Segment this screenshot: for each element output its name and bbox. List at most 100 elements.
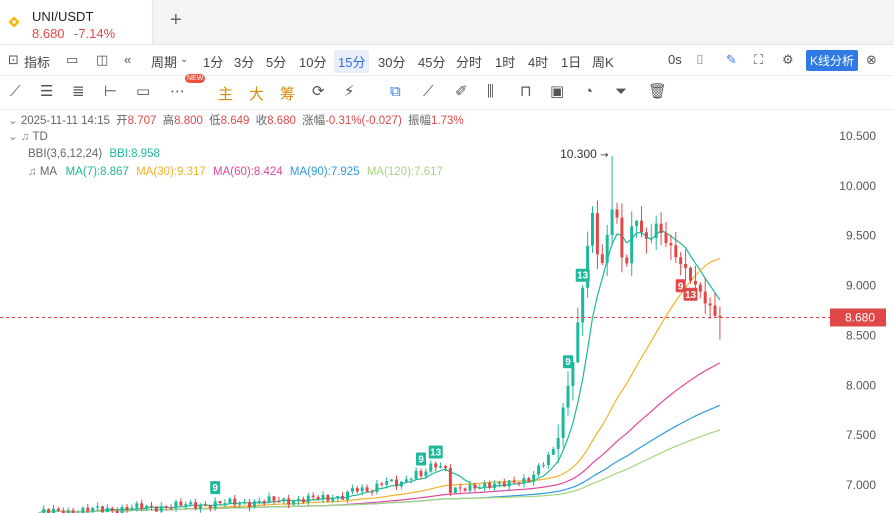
candle-body — [365, 487, 369, 492]
interval-5m[interactable]: 5分 — [266, 55, 287, 70]
candle-body — [282, 498, 286, 502]
big-order-button[interactable]: 大 — [249, 86, 265, 103]
chip-button[interactable]: 筹 — [280, 86, 296, 103]
candle-body — [42, 509, 46, 513]
kline-analysis-button[interactable]: K线分析 — [806, 50, 859, 71]
ma60-value: MA(60):8.424 — [213, 166, 283, 178]
candle-body — [360, 487, 364, 492]
candle-body — [693, 280, 697, 285]
candle-body — [47, 509, 51, 513]
candle-body — [502, 482, 506, 487]
y-tick-label: 9.500 — [846, 229, 876, 243]
candle-body — [698, 284, 702, 292]
ma-label: MA — [39, 166, 57, 178]
more-icon[interactable]: ⋯ — [170, 83, 185, 100]
candle-body — [169, 507, 173, 509]
chevron-down-icon[interactable]: ⌄ — [180, 54, 189, 65]
candle-body — [350, 488, 354, 492]
indicator-button[interactable]: 指标 — [24, 55, 51, 70]
interval-3m[interactable]: 3分 — [234, 55, 255, 70]
ma120-value: MA(120):7.617 — [366, 166, 443, 178]
calendar-icon[interactable]: ▭ — [66, 52, 79, 67]
candle-body — [708, 303, 712, 306]
candle-body — [556, 437, 560, 449]
close-icon[interactable]: ⊗ — [866, 52, 877, 67]
indicator-icon[interactable]: ⊡ — [8, 52, 19, 67]
interval-45m[interactable]: 45分 — [418, 55, 446, 70]
low-value: 8.649 — [220, 115, 250, 127]
candle-body — [252, 501, 256, 508]
chevron-down-icon[interactable]: ⌄ — [8, 115, 18, 127]
tab-uni-usdt[interactable]: UNI/USDT 8.680 -7.14% — [0, 0, 153, 44]
rectangle-icon[interactable]: ▭ — [136, 83, 151, 100]
candle-body — [115, 510, 119, 513]
candle-body — [444, 466, 447, 469]
rewind-icon[interactable]: « — [124, 52, 132, 67]
candle-body — [179, 501, 183, 506]
trash-icon[interactable]: 🗑 — [648, 83, 668, 100]
candle-body — [189, 502, 193, 505]
candles-icon[interactable]: ⫼ — [487, 83, 494, 100]
candle-body — [483, 483, 487, 488]
main-force-button[interactable]: 主 — [218, 86, 234, 103]
candle-body — [424, 471, 428, 476]
candle-body — [649, 237, 653, 239]
candle-body — [664, 233, 668, 244]
y-tick-label: 7.000 — [846, 478, 876, 492]
filter-icon[interactable]: ⏷ — [615, 83, 628, 100]
copy-icon[interactable]: ⧉ — [390, 83, 401, 100]
plus-icon[interactable]: + — [170, 9, 182, 31]
trend-line-icon[interactable]: ⟋ — [10, 83, 21, 100]
candle-body — [135, 503, 139, 508]
lock-icon[interactable]: ⊓ — [520, 83, 532, 100]
low-label: 低 — [209, 115, 221, 127]
parallel-channel-icon[interactable]: ≣ — [72, 83, 85, 100]
sync-icon[interactable]: ⟳ — [312, 83, 325, 100]
fullscreen-icon[interactable]: ⛶ — [754, 52, 764, 67]
interval-timeshare[interactable]: 分时 — [456, 55, 483, 70]
bell-icon[interactable]: ♫ — [20, 131, 30, 143]
interval-week[interactable]: 周K — [592, 55, 614, 70]
candle-body — [674, 245, 678, 258]
candle-body — [517, 482, 521, 484]
magnet-icon[interactable]: ⚡ — [344, 83, 355, 100]
candle-body — [551, 448, 555, 455]
brush-icon[interactable]: ✐ — [455, 83, 468, 100]
ma30-line — [38, 258, 721, 513]
interval-1d[interactable]: 1日 — [561, 55, 582, 70]
interval-15m[interactable]: 15分 — [334, 50, 370, 73]
period-dropdown[interactable]: 周期 — [151, 55, 178, 70]
image-icon[interactable]: ▣ — [550, 83, 565, 100]
candle-body — [228, 498, 232, 504]
horizontal-ray-icon[interactable]: ⊢ — [104, 83, 118, 100]
chevron-down-icon[interactable]: ⌄ — [8, 131, 18, 143]
candle-body — [125, 506, 129, 510]
candle-body — [385, 481, 389, 485]
interval-10m[interactable]: 10分 — [299, 55, 327, 70]
paint-icon[interactable]: ◔ — [584, 83, 594, 100]
candle-body — [586, 245, 590, 288]
pencil-icon[interactable]: ✎ — [726, 52, 737, 67]
interval-4h[interactable]: 4时 — [528, 55, 549, 70]
interval-30m[interactable]: 30分 — [378, 55, 406, 70]
interval-1h[interactable]: 1时 — [495, 55, 516, 70]
bell-icon[interactable]: ♫ — [28, 166, 37, 178]
candle-body — [272, 496, 276, 501]
exchange-logo-icon — [8, 16, 20, 28]
ruler-icon[interactable]: ⟋ — [423, 83, 434, 100]
high-value: 8.800 — [174, 115, 203, 127]
camera-icon[interactable]: ⌷ — [696, 52, 704, 67]
y-tick-label: 8.500 — [846, 328, 876, 342]
interval-1m[interactable]: 1分 — [203, 55, 224, 70]
horizontal-lines-icon[interactable]: ☰ — [40, 83, 54, 100]
candle-body — [292, 501, 296, 505]
candle-body — [287, 498, 291, 505]
tab-change: -7.14% — [74, 26, 116, 41]
change-value: -0.31%(-0.027) — [325, 115, 402, 127]
candle-body — [208, 505, 212, 509]
candle-body — [174, 501, 178, 509]
layout-icon[interactable]: ◫ — [96, 52, 109, 67]
y-tick-label: 9.000 — [846, 279, 876, 293]
gear-icon[interactable]: ⚙ — [782, 52, 794, 67]
